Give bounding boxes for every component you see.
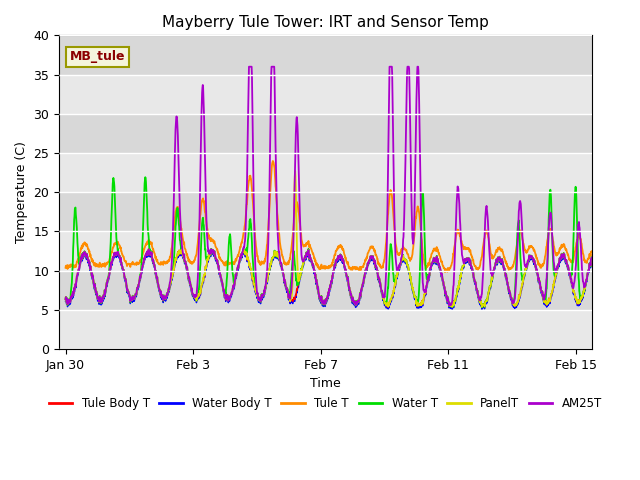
Tule Body T: [478, 304, 486, 310]
Bar: [59, 153, 591, 192]
PanelT: [478, 304, 486, 310]
PanelT: [588, 255, 595, 261]
Tule T: [269, 158, 276, 164]
Tule Body T: [136, 278, 143, 284]
Line: AM25T: AM25T: [65, 67, 591, 305]
Tule T: [588, 249, 595, 254]
Tule Body T: [145, 246, 152, 252]
Text: MB_tule: MB_tule: [70, 50, 125, 63]
Water Body T: [467, 265, 475, 271]
PanelT: [290, 238, 298, 244]
Tule T: [136, 260, 143, 265]
AM25T: [473, 286, 481, 291]
AM25T: [547, 217, 555, 223]
Water Body T: [588, 257, 595, 263]
AM25T: [588, 255, 595, 261]
Bar: [59, 74, 591, 114]
PanelT: [547, 291, 555, 297]
Line: Tule Body T: Tule Body T: [65, 249, 591, 307]
Title: Mayberry Tule Tower: IRT and Sensor Temp: Mayberry Tule Tower: IRT and Sensor Temp: [162, 15, 489, 30]
Water Body T: [145, 249, 152, 254]
AM25T: [445, 302, 453, 308]
Y-axis label: Temperature (C): Temperature (C): [15, 141, 28, 243]
Water T: [467, 263, 475, 269]
Water Body T: [263, 278, 271, 284]
Water T: [263, 275, 271, 281]
Tule T: [61, 265, 69, 271]
Water T: [478, 304, 486, 310]
PanelT: [291, 168, 299, 174]
Line: PanelT: PanelT: [65, 171, 591, 307]
Line: Tule T: Tule T: [65, 161, 591, 272]
Water T: [136, 278, 143, 284]
Tule Body T: [547, 291, 555, 297]
Tule T: [547, 228, 555, 234]
AM25T: [61, 296, 69, 302]
Water T: [61, 296, 69, 302]
Tule Body T: [290, 295, 298, 300]
Tule Body T: [467, 263, 475, 269]
PanelT: [136, 278, 143, 284]
Tule Body T: [588, 254, 595, 260]
Bar: [59, 36, 591, 74]
Bar: [59, 231, 591, 271]
PanelT: [263, 279, 271, 285]
Tule T: [468, 252, 476, 258]
AM25T: [263, 268, 271, 274]
Bar: [59, 192, 591, 231]
AM25T: [245, 64, 253, 70]
Water Body T: [290, 297, 298, 303]
Water Body T: [136, 280, 143, 286]
PanelT: [467, 263, 475, 269]
Bar: [59, 271, 591, 310]
Tule T: [473, 266, 481, 272]
Bar: [59, 114, 591, 153]
Water Body T: [472, 288, 480, 294]
Water T: [588, 254, 595, 260]
AM25T: [468, 264, 476, 270]
Water Body T: [478, 306, 486, 312]
Water T: [472, 286, 480, 291]
Tule T: [441, 269, 449, 275]
PanelT: [61, 296, 69, 302]
Tule T: [263, 247, 271, 252]
Water T: [547, 205, 555, 211]
Line: Water Body T: Water Body T: [65, 252, 591, 309]
PanelT: [472, 286, 480, 291]
Tule T: [290, 219, 298, 225]
Tule Body T: [472, 286, 480, 291]
Water Body T: [547, 294, 555, 300]
Line: Water T: Water T: [65, 177, 591, 307]
Water T: [290, 248, 298, 254]
Legend: Tule Body T, Water Body T, Tule T, Water T, PanelT, AM25T: Tule Body T, Water Body T, Tule T, Water…: [44, 393, 607, 415]
AM25T: [136, 278, 143, 284]
Bar: [59, 310, 591, 349]
X-axis label: Time: Time: [310, 377, 340, 390]
Tule Body T: [61, 296, 69, 302]
Tule Body T: [263, 275, 271, 281]
Water T: [141, 174, 149, 180]
AM25T: [290, 218, 298, 224]
Water Body T: [61, 299, 69, 304]
